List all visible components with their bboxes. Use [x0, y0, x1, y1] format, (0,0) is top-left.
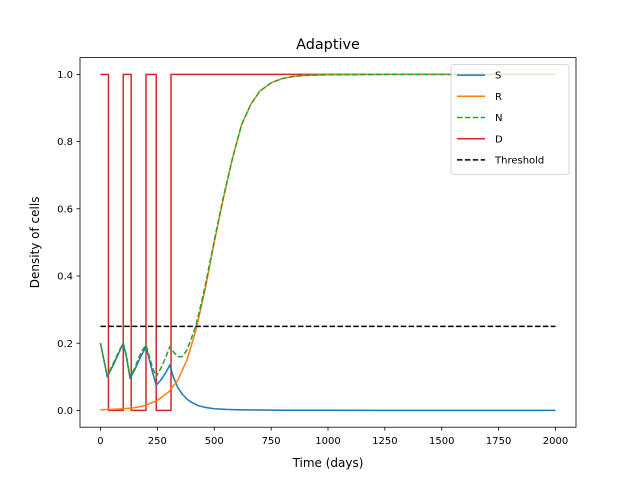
legend-label-d: D	[495, 134, 503, 145]
x-tick-label: 1750	[486, 436, 511, 447]
y-tick-label: 0.2	[57, 339, 73, 350]
legend-label-s: S	[495, 71, 501, 82]
y-tick-label: 0.8	[57, 137, 73, 148]
legend-label-r: R	[495, 92, 502, 103]
y-tick-label: 0.6	[57, 204, 73, 215]
series-layer	[99, 73, 556, 412]
x-axis-ticks: 0 250 500 750 1000 1250 1500 1750 2000	[97, 427, 568, 447]
y-tick-label: 0.4	[57, 272, 73, 283]
x-tick-label: 750	[262, 436, 281, 447]
series-line-d	[100, 73, 556, 412]
legend-label-n: N	[495, 113, 502, 124]
x-tick-label: 1500	[429, 436, 454, 447]
y-axis-ticks: 0.0 0.2 0.4 0.6 0.8 1.0	[57, 70, 80, 417]
legend-label-threshold: Threshold	[494, 156, 544, 167]
y-tick-label: 0.0	[57, 406, 73, 417]
plot-frame	[79, 57, 577, 428]
x-tick-label: 1250	[372, 436, 397, 447]
x-tick-label: 1000	[315, 436, 340, 447]
x-tick-label: 500	[205, 436, 224, 447]
series-line-n	[99, 73, 556, 378]
y-axis-label: Density of cells	[28, 197, 42, 289]
x-axis-label: Time (days)	[292, 456, 364, 470]
y-tick-label: 1.0	[57, 70, 73, 81]
x-tick-label: 2000	[543, 436, 568, 447]
x-tick-label: 0	[97, 436, 103, 447]
legend-box	[450, 64, 570, 175]
x-tick-label: 250	[148, 436, 167, 447]
series-line-s	[99, 342, 556, 412]
chart-title: Adaptive	[296, 37, 360, 53]
